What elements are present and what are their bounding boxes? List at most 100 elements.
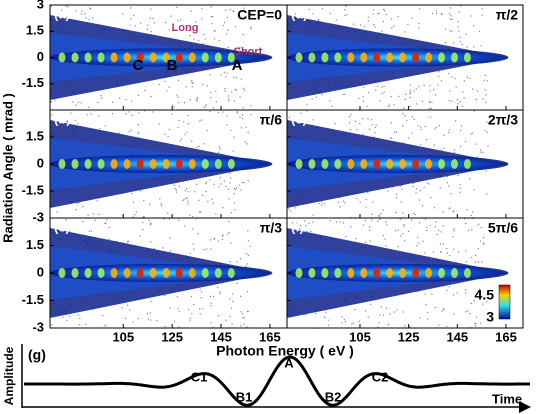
speckle <box>453 149 456 151</box>
speckle <box>473 188 475 191</box>
emission-spot <box>308 52 316 63</box>
speckle <box>247 254 249 257</box>
speckle <box>149 312 151 314</box>
speckle <box>440 149 442 151</box>
speckle <box>246 291 249 293</box>
speckle <box>449 7 452 9</box>
speckle <box>480 45 482 47</box>
speckle <box>158 123 160 125</box>
speckle <box>453 248 455 250</box>
speckle <box>75 10 77 12</box>
emission-spot <box>71 52 79 63</box>
speckle <box>445 41 447 44</box>
speckle <box>423 84 425 86</box>
speckle <box>401 184 403 186</box>
speckle <box>355 237 357 240</box>
speckle <box>393 104 395 106</box>
speckle <box>131 100 133 102</box>
speckle <box>457 21 459 23</box>
speckle <box>434 306 437 309</box>
speckle <box>192 228 194 230</box>
speckle <box>453 228 455 230</box>
speckle <box>230 129 232 131</box>
speckle <box>104 222 106 224</box>
speckle <box>409 89 412 91</box>
speckle <box>178 219 180 222</box>
speckle <box>311 98 313 100</box>
panel: (e) 2π/3 <box>286 109 524 219</box>
speckle <box>449 207 451 209</box>
speckle <box>218 151 220 153</box>
speckle <box>234 209 236 211</box>
speckle <box>477 261 480 263</box>
speckle <box>359 201 361 203</box>
speckle <box>290 210 292 212</box>
speckle <box>231 323 233 325</box>
speckle <box>383 91 385 93</box>
speckle <box>233 202 235 204</box>
emission-spot <box>110 268 118 278</box>
speckle <box>240 325 242 327</box>
speckle <box>456 98 458 101</box>
speckle <box>241 114 243 116</box>
inset-y-label: Amplitude <box>2 346 16 405</box>
speckle <box>209 74 211 76</box>
emission-spot <box>97 268 105 278</box>
speckle <box>175 191 178 193</box>
speckle <box>404 98 407 100</box>
speckle <box>450 15 452 17</box>
emission-spot <box>123 52 131 63</box>
speckle <box>190 10 192 12</box>
speckle <box>348 115 350 118</box>
speckle <box>372 13 374 15</box>
speckle <box>189 99 191 101</box>
speckle <box>354 308 356 311</box>
speckle <box>65 219 67 221</box>
speckle <box>482 237 485 239</box>
emission-core <box>287 48 509 67</box>
x-tick-label: 165 <box>495 329 517 344</box>
speckle <box>362 133 364 135</box>
speckle <box>312 221 314 223</box>
speckle <box>232 150 234 152</box>
speckle <box>457 174 459 177</box>
speckle <box>149 224 152 226</box>
speckle <box>202 84 204 86</box>
emission-spot <box>227 52 235 63</box>
speckle <box>382 314 385 316</box>
speckle <box>462 105 464 107</box>
speckle <box>344 321 346 323</box>
speckle <box>339 221 341 223</box>
speckle <box>175 189 177 191</box>
speckle <box>458 11 461 13</box>
speckle <box>77 314 79 316</box>
speckle <box>160 204 163 207</box>
speckle <box>243 317 245 319</box>
speckle <box>187 123 190 125</box>
speckle <box>239 64 241 66</box>
speckle <box>150 8 152 10</box>
emission-spot <box>71 268 79 278</box>
speckle <box>363 25 365 28</box>
x-tick-label: 125 <box>161 329 183 344</box>
speckle <box>380 306 382 308</box>
speckle <box>224 90 226 92</box>
speckle <box>457 251 460 253</box>
speckle <box>367 192 369 194</box>
speckle <box>233 192 235 195</box>
speckle <box>449 30 451 32</box>
speckle <box>205 190 207 193</box>
speckle <box>484 130 486 132</box>
speckle <box>217 240 220 242</box>
speckle <box>308 222 310 224</box>
x-tick-label: 145 <box>210 329 232 344</box>
speckle <box>198 40 200 42</box>
speckle <box>288 208 290 210</box>
speckle <box>321 201 323 203</box>
speckle <box>475 98 478 101</box>
speckle <box>402 311 404 313</box>
y-tick-label: 1.5 <box>26 23 44 38</box>
speckle <box>244 141 247 143</box>
speckle <box>195 183 198 185</box>
speckle <box>448 255 451 257</box>
